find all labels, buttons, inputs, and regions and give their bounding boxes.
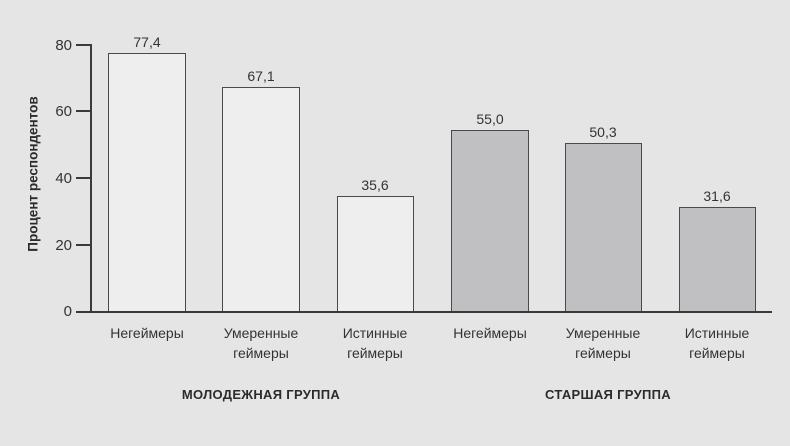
- bar-young-nongamers: [108, 53, 186, 311]
- y-tick-label-20: 20: [55, 237, 72, 254]
- bar-value-label: 55,0: [476, 111, 504, 127]
- category-label-line: Умеренные: [223, 325, 299, 341]
- category-label-line: геймеры: [575, 345, 631, 361]
- y-tick-80: [76, 44, 91, 46]
- category-label-line: Негеймеры: [453, 325, 527, 341]
- bar-old-moderate-gamers: [565, 143, 642, 311]
- category-label-line: Негеймеры: [110, 325, 184, 341]
- y-tick-label-60: 60: [55, 103, 72, 120]
- group-label-young: МОЛОДЕЖНАЯ ГРУППА: [181, 387, 341, 402]
- y-tick-label-40: 40: [55, 170, 72, 187]
- category-label: Истинные геймеры: [320, 323, 430, 363]
- bar-value-label: 50,3: [589, 124, 617, 140]
- bar-value-label: 35,6: [361, 177, 389, 193]
- category-label: Негеймеры: [92, 323, 202, 343]
- bar-old-nongamers: [451, 130, 529, 311]
- y-tick-40: [76, 177, 91, 179]
- category-label: Негеймеры: [435, 323, 545, 343]
- y-tick-label-80: 80: [55, 37, 72, 54]
- x-axis-baseline: [76, 311, 772, 313]
- category-label-line: Истинные: [684, 325, 750, 341]
- category-label-line: геймеры: [233, 345, 289, 361]
- bar-value-label: 67,1: [247, 68, 275, 84]
- category-label-line: геймеры: [689, 345, 745, 361]
- category-label: Истинные геймеры: [662, 323, 772, 363]
- category-label: Умеренные геймеры: [206, 323, 316, 363]
- y-tick-20: [76, 244, 91, 246]
- bar-young-true-gamers: [337, 196, 414, 311]
- bar-value-label: 77,4: [133, 34, 161, 50]
- category-label: Умеренные геймеры: [548, 323, 658, 363]
- bar-young-moderate-gamers: [222, 87, 300, 311]
- category-label-line: Умеренные: [565, 325, 641, 341]
- category-label-line: геймеры: [347, 345, 403, 361]
- group-label-old: СТАРШАЯ ГРУППА: [545, 387, 671, 402]
- bar-value-label: 31,6: [703, 188, 731, 204]
- bar-old-true-gamers: [679, 207, 756, 311]
- y-tick-60: [76, 110, 91, 112]
- y-tick-label-0: 0: [63, 303, 72, 320]
- category-label-line: Истинные: [342, 325, 408, 341]
